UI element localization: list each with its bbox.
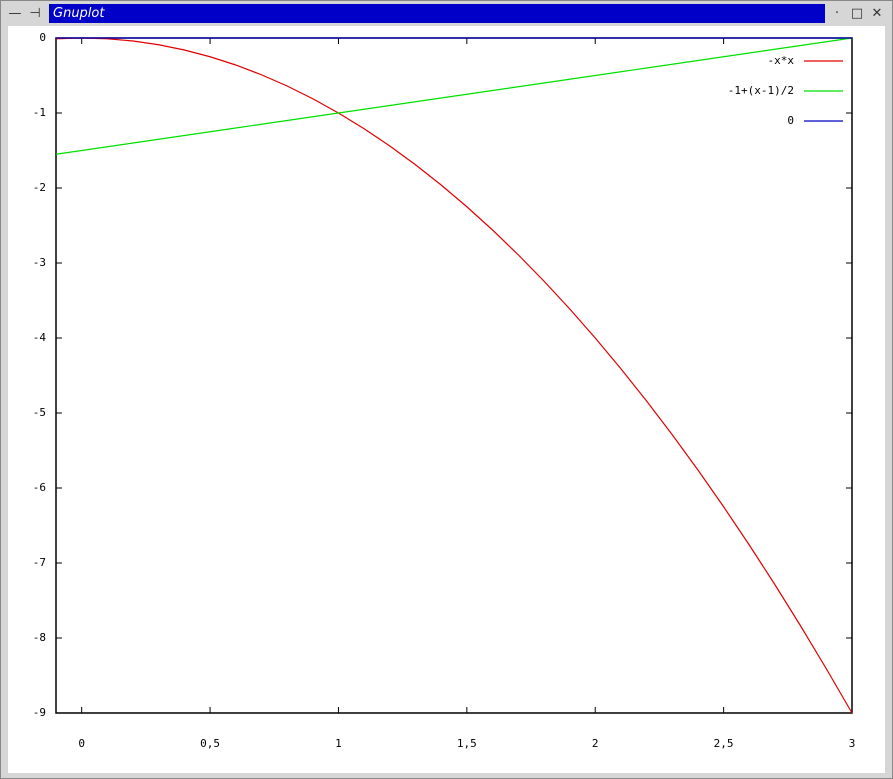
y-tick-label: -9 xyxy=(33,706,46,719)
legend-label: -x*x xyxy=(768,54,795,67)
minimize-button[interactable]: · xyxy=(834,6,840,21)
y-tick-label: -5 xyxy=(33,406,46,419)
legend-label: 0 xyxy=(787,114,794,127)
x-tick-label: 0,5 xyxy=(200,737,220,750)
pin-button[interactable]: ⊣ xyxy=(29,6,41,21)
x-tick-label: 2 xyxy=(592,737,599,750)
legend-label: -1+(x-1)/2 xyxy=(728,84,794,97)
y-tick-label: -8 xyxy=(33,631,46,644)
y-tick-label: -1 xyxy=(33,106,46,119)
x-tick-label: 2,5 xyxy=(714,737,734,750)
x-tick-label: 1 xyxy=(335,737,342,750)
y-tick-label: -6 xyxy=(33,481,46,494)
series-line xyxy=(55,37,853,155)
y-tick-label: -7 xyxy=(33,556,46,569)
y-tick-label: 0 xyxy=(39,31,46,44)
x-tick-label: 0 xyxy=(78,737,85,750)
maximize-button[interactable]: □ xyxy=(850,6,864,21)
window-title: Gnuplot xyxy=(49,4,825,23)
series-line xyxy=(55,37,853,714)
y-tick-label: -3 xyxy=(33,256,46,269)
y-tick-label: -4 xyxy=(33,331,47,344)
x-tick-label: 3 xyxy=(849,737,856,750)
plot-frame xyxy=(55,37,853,714)
y-tick-label: -2 xyxy=(33,181,46,194)
close-button[interactable]: ✕ xyxy=(871,6,883,21)
menu-button[interactable]: — xyxy=(8,6,22,21)
chart: 0 -1 -2 -3 -4 -5 -6 -7 -8 -9 0 0,5 1 1,5 2 2,5 3 -x*x -1+(… xyxy=(8,26,885,773)
x-tick-label: 1,5 xyxy=(457,737,477,750)
